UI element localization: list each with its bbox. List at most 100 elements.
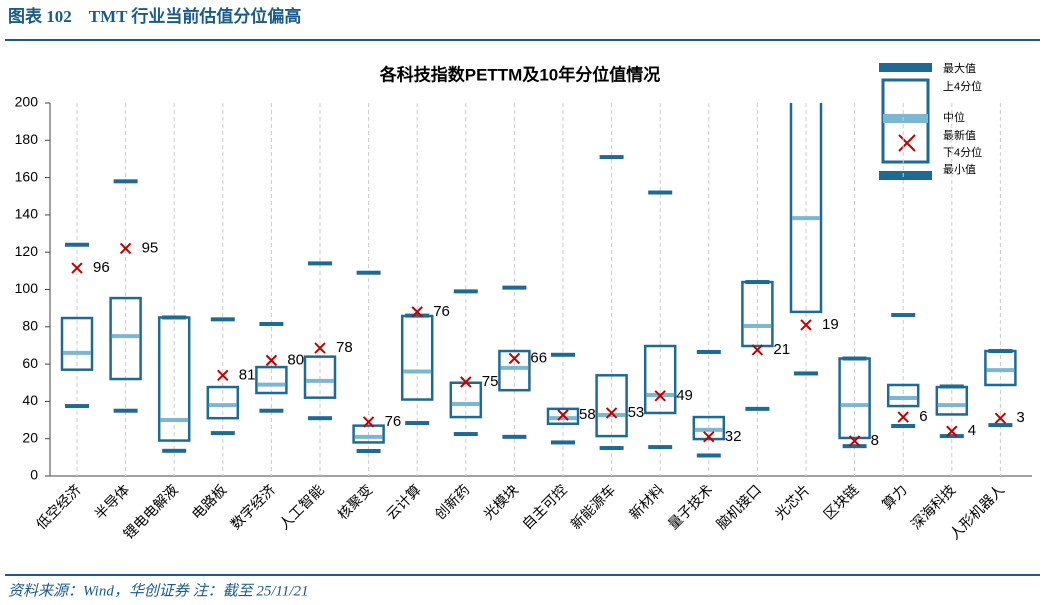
max-cap: [259, 322, 284, 327]
percentile-label: 81: [239, 366, 256, 383]
y-tick-label: 180: [15, 131, 39, 147]
min-cap: [891, 424, 916, 429]
box: [255, 365, 288, 395]
y-tick-label: 60: [22, 355, 38, 371]
box: [886, 383, 920, 408]
latest-marker: [265, 354, 278, 367]
percentile-label: 96: [93, 259, 110, 276]
max-cap: [453, 289, 478, 294]
min-cap: [210, 431, 235, 436]
max-cap: [599, 155, 624, 160]
latest-marker: [460, 376, 472, 388]
latest-marker: [411, 306, 423, 318]
percentile-label: 19: [822, 316, 839, 333]
y-tick-label: 160: [15, 168, 39, 184]
x-tick-label: 新能源车: [567, 481, 618, 532]
max-cap: [65, 242, 89, 247]
y-tick-label: 40: [22, 392, 38, 408]
min-cap: [259, 408, 284, 413]
min-cap: [405, 421, 430, 426]
box: [789, 103, 823, 314]
min-cap: [551, 440, 575, 445]
min-cap: [939, 434, 964, 439]
latest-marker: [946, 425, 958, 437]
max-cap: [794, 92, 818, 96]
legend-label: 中位: [943, 110, 965, 124]
percentile-label: 49: [676, 387, 693, 404]
legend-label: 下4分位: [943, 145, 982, 159]
y-tick-label: 140: [15, 206, 39, 222]
latest-marker: [217, 369, 229, 381]
x-tick-label: 电路板: [189, 481, 230, 522]
legend-label: 最小值: [943, 163, 976, 176]
percentile-label: 32: [725, 428, 742, 445]
x-tick-label: 核聚变: [334, 481, 375, 522]
legend-max: [879, 63, 932, 72]
latest-marker: [897, 411, 909, 423]
legend-label: 最新值: [943, 128, 976, 142]
min-cap: [794, 371, 818, 376]
box: [400, 314, 434, 401]
latest-marker: [119, 242, 132, 255]
y-tick-label: 120: [15, 243, 39, 259]
y-tick-label: 80: [22, 318, 38, 334]
max-cap: [696, 349, 721, 354]
x-tick-label: 创新药: [432, 481, 473, 522]
x-tick-label: 低空经济: [33, 481, 84, 532]
min-cap: [113, 408, 138, 413]
percentile-label: 6: [919, 408, 927, 425]
box: [546, 407, 580, 426]
latest-marker: [654, 390, 666, 402]
plot-area: [60, 92, 1017, 476]
percentile-label: 66: [530, 349, 547, 366]
box: [984, 349, 1017, 387]
box: [60, 316, 94, 371]
legend: 最大值 上4分位 中位 最新值 下4分位 最小值: [879, 61, 982, 180]
legend-label: 最大值: [943, 61, 976, 75]
percentile-label: 8: [871, 432, 879, 449]
x-tick-label: 光模块: [480, 481, 521, 522]
latest-marker: [362, 416, 375, 428]
percentile-label: 78: [336, 339, 353, 356]
min-cap: [988, 423, 1013, 428]
box: [303, 355, 337, 399]
min-cap: [842, 444, 867, 449]
box: [109, 296, 142, 381]
x-tick-label: 算力: [879, 481, 910, 512]
percentile-label: 53: [628, 404, 645, 421]
latest-marker: [994, 412, 1007, 424]
min-cap: [745, 406, 770, 411]
min-cap: [696, 453, 721, 458]
footer: 资料来源：Wind，华创证券 注：截至 25/11/21: [8, 582, 309, 599]
max-cap: [308, 261, 332, 266]
latest-marker: [848, 435, 861, 447]
legend-median: [883, 114, 928, 123]
x-tick-label: 云计算: [383, 481, 424, 522]
max-cap: [891, 313, 916, 318]
latest-marker: [800, 319, 812, 331]
box: [498, 349, 531, 392]
min-cap: [599, 446, 624, 451]
box: [643, 344, 677, 415]
percentile-label: 21: [773, 341, 790, 358]
percentile-label: 80: [287, 351, 304, 368]
min-cap: [502, 434, 527, 439]
x-tick-label: 深海科技: [908, 481, 959, 532]
min-cap: [65, 404, 89, 409]
y-tick-label: 20: [22, 429, 38, 445]
latest-marker: [557, 409, 569, 421]
percentile-label: 76: [433, 303, 450, 320]
box: [935, 385, 969, 416]
x-tick-label: 数字经济: [227, 481, 278, 532]
chart-title: 各科技指数PETTM及10年分位值情况: [379, 64, 661, 84]
x-tick-label: 自主可控: [519, 481, 570, 532]
y-tick-label: 100: [15, 280, 39, 296]
header: 图表 102 TMT 行业当前估值分位偏高: [8, 6, 301, 26]
max-cap: [648, 190, 673, 195]
percentile-label: 3: [1016, 409, 1024, 426]
latest-marker: [751, 344, 764, 356]
percentile-label: 76: [385, 413, 402, 430]
x-tick-label: 人工智能: [276, 481, 327, 532]
percentile-label: 75: [482, 373, 499, 390]
